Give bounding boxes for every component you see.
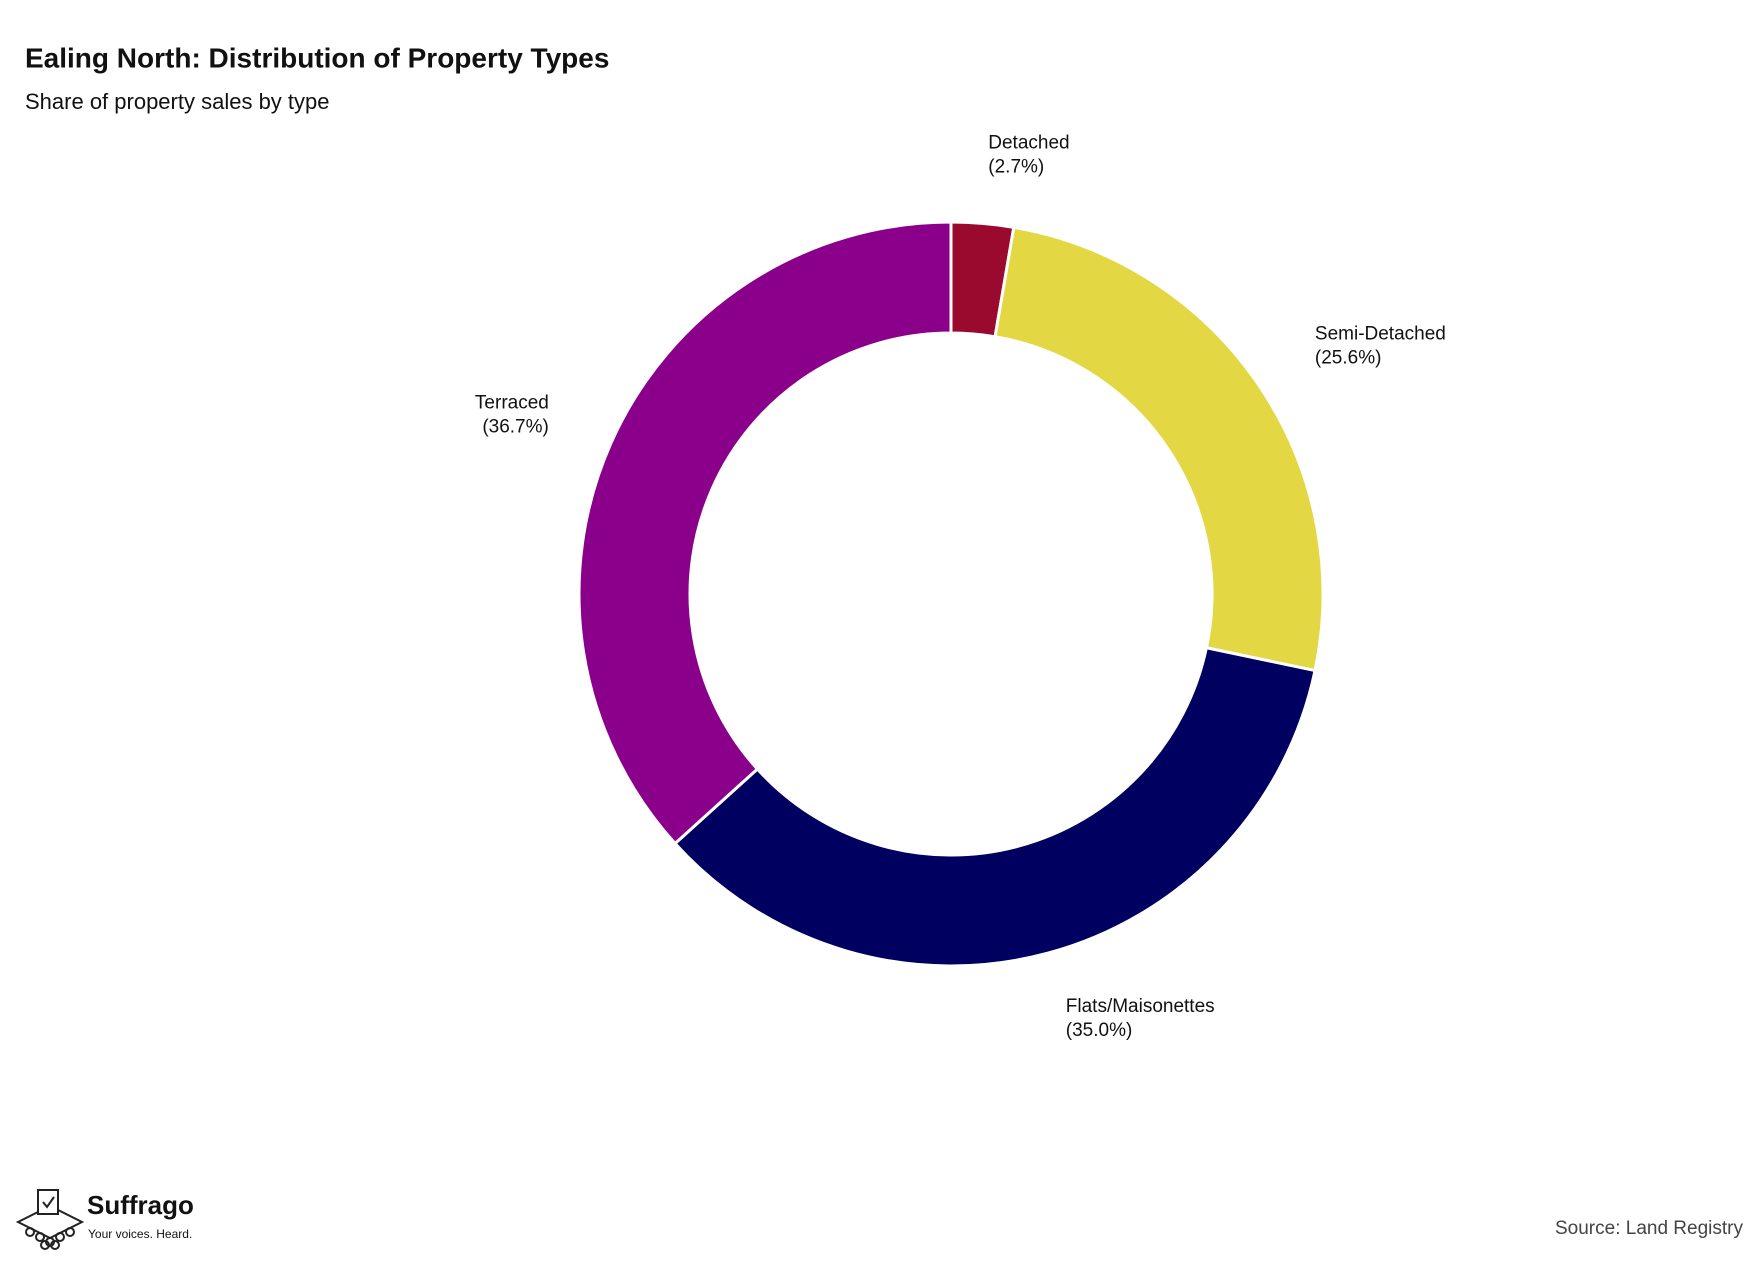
segment-value-label: (35.0%) [1066, 1020, 1133, 1041]
segment-label: Terraced [475, 392, 549, 413]
segment-value-label: (25.6%) [1315, 348, 1382, 369]
logo-icon [15, 1189, 85, 1250]
segment-label: Detached [988, 133, 1069, 154]
segment-value-label: (2.7%) [988, 157, 1044, 178]
donut-segment [577, 220, 953, 846]
brand-name: Suffrago [87, 1190, 194, 1220]
segment-label: Semi-Detached [1315, 324, 1446, 345]
chart-subtitle: Share of property sales by type [25, 89, 330, 114]
segment-label: Flats/Maisonettes [1066, 996, 1215, 1017]
donut-segment [672, 645, 1317, 968]
source-note: Source: Land Registry [1555, 1218, 1743, 1239]
brand-tagline: Your voices. Heard. [88, 1227, 192, 1241]
donut-segment [993, 225, 1325, 673]
chart-title: Ealing North: Distribution of Property T… [25, 42, 609, 73]
segment-value-label: (36.7%) [482, 416, 549, 437]
